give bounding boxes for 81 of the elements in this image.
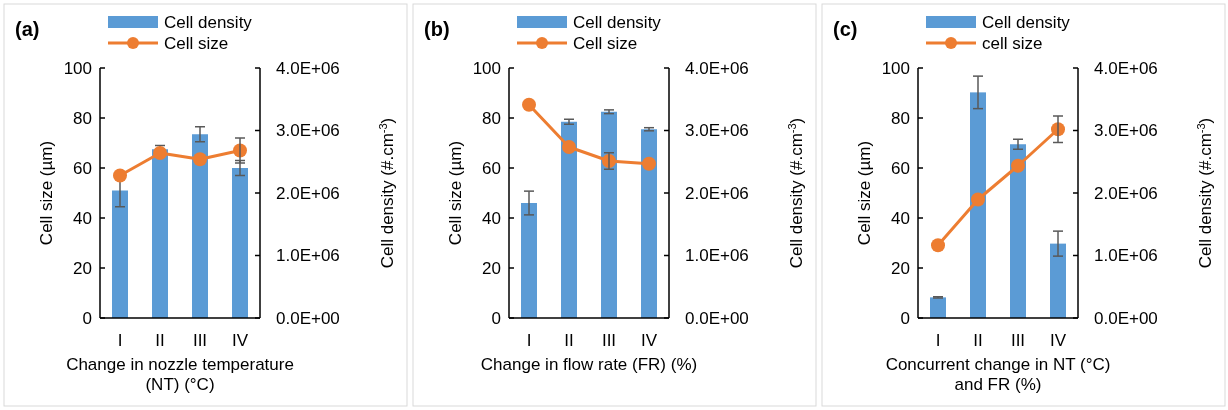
x-tick-label: II — [973, 331, 983, 350]
y-tick-label: 20 — [73, 258, 92, 278]
x-tick-label: IV — [640, 331, 658, 350]
y-tick-label: 100 — [881, 58, 910, 78]
point — [971, 192, 985, 207]
bar — [641, 129, 657, 318]
y2-tick-label: 4.0E+06 — [685, 58, 749, 78]
point — [153, 146, 167, 160]
y2-tick-label: 2.0E+06 — [685, 183, 749, 203]
y-axis-title: Cell size (µm) — [37, 140, 56, 246]
x-tick-label: I — [526, 331, 532, 350]
legend-label: Cell density — [982, 12, 1071, 32]
y2-tick-label: 0.0E+00 — [685, 308, 749, 328]
bar — [152, 149, 168, 318]
y-tick-label: 0 — [900, 308, 910, 328]
y2-tick-label: 1.0E+06 — [276, 246, 340, 266]
x-tick-label: II — [155, 331, 165, 350]
y-tick-label: 40 — [891, 208, 910, 228]
y-tick-label: 80 — [73, 108, 92, 128]
point — [193, 152, 207, 167]
legend-label: Cell density — [164, 12, 253, 32]
bar — [521, 203, 537, 318]
x-tick-label: IV — [231, 331, 249, 350]
y-tick-label: 40 — [482, 208, 501, 228]
x-tick-label: III — [601, 331, 617, 350]
y-tick-label: 40 — [73, 208, 92, 228]
y-tick-label: 0 — [491, 308, 501, 328]
bar — [970, 92, 986, 318]
y2-tick-label: 4.0E+06 — [276, 58, 340, 78]
y2-tick-label: 1.0E+06 — [1094, 246, 1158, 266]
point — [562, 140, 576, 154]
y-axis-title: Cell size (µm) — [855, 140, 874, 246]
chart-title: (c) — [833, 18, 858, 40]
y-tick-label: 20 — [891, 258, 910, 278]
bar — [112, 190, 128, 318]
y2-tick-label: 4.0E+06 — [1094, 58, 1158, 78]
point — [113, 168, 127, 183]
y-tick-label: 80 — [482, 108, 501, 128]
y-tick-label: 60 — [73, 158, 92, 178]
y2-tick-label: 0.0E+00 — [1094, 308, 1158, 328]
chart-title: (b) — [424, 18, 450, 40]
bar — [192, 134, 208, 318]
x-axis-title: Change in nozzle temperature (NT) (°C) — [66, 355, 294, 394]
legend-label: Cell density — [573, 12, 662, 32]
bar — [1010, 144, 1026, 318]
point — [1011, 158, 1025, 173]
y-tick-label: 100 — [472, 58, 501, 78]
y2-tick-label: 2.0E+06 — [1094, 183, 1158, 203]
y-tick-label: 0 — [82, 308, 92, 328]
x-axis-title: Concurrent change in NT (°C) and FR (%) — [885, 355, 1111, 394]
x-tick-label: III — [1010, 331, 1026, 350]
y2-tick-label: 3.0E+06 — [276, 121, 340, 141]
point — [522, 97, 536, 112]
bar — [601, 111, 617, 318]
x-tick-label: IV — [1049, 331, 1067, 350]
x-axis-title: Change in flow rate (FR) (%) — [480, 355, 698, 374]
point — [931, 238, 945, 253]
legend-label: Cell size — [573, 33, 638, 53]
bar — [232, 168, 248, 318]
x-tick-label: III — [192, 331, 208, 350]
y-tick-label: 20 — [482, 258, 501, 278]
y2-tick-label: 3.0E+06 — [685, 121, 749, 141]
y2-tick-label: 0.0E+00 — [276, 308, 340, 328]
chart-title: (a) — [15, 18, 40, 40]
y-tick-label: 60 — [891, 158, 910, 178]
legend-label: Cell size — [164, 33, 229, 53]
y-tick-label: 60 — [482, 158, 501, 178]
y2-tick-label: 3.0E+06 — [1094, 121, 1158, 141]
y-axis-title: Cell size (µm) — [446, 140, 465, 246]
y2-tick-label: 2.0E+06 — [276, 183, 340, 203]
y2-tick-label: 1.0E+06 — [685, 246, 749, 266]
x-tick-label: I — [935, 331, 941, 350]
x-tick-label: II — [564, 331, 574, 350]
y-tick-label: 100 — [63, 58, 92, 78]
y-tick-label: 80 — [891, 108, 910, 128]
x-tick-label: I — [117, 331, 123, 350]
bar — [561, 121, 577, 318]
bar — [1050, 243, 1066, 318]
legend-label: cell size — [982, 33, 1043, 53]
bar — [930, 297, 946, 318]
point — [642, 156, 656, 171]
